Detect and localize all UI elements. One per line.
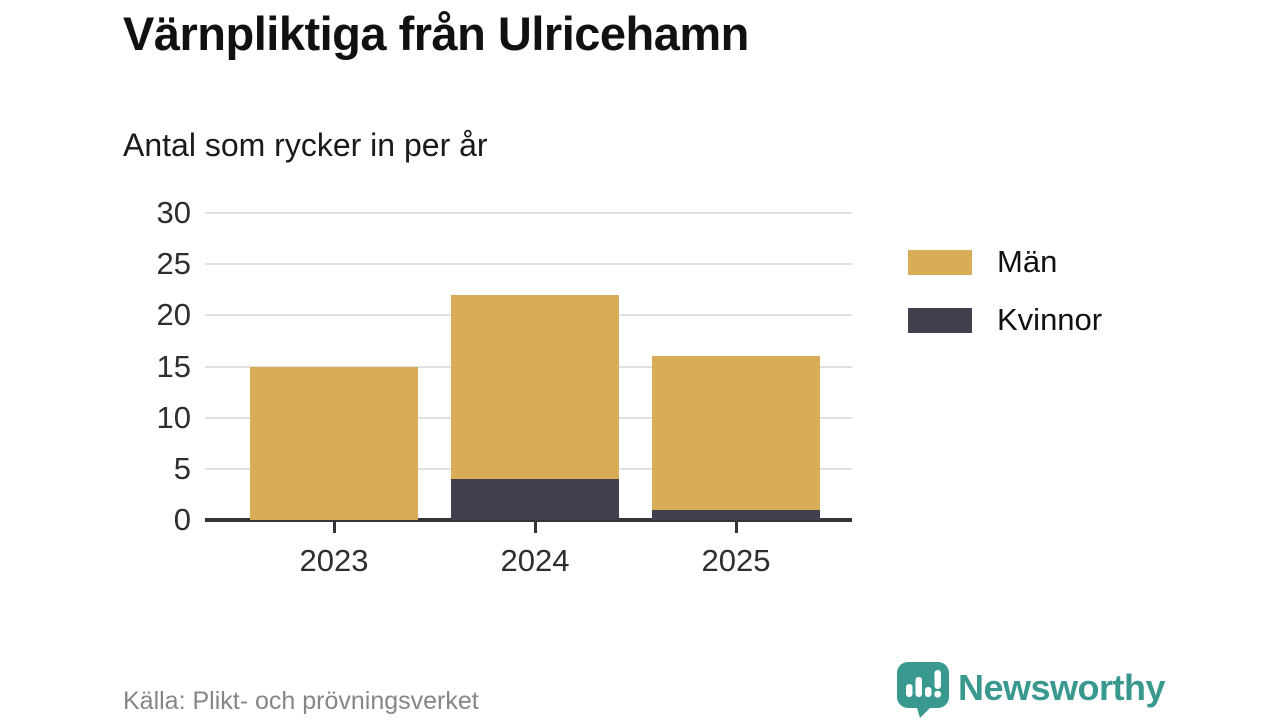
legend-swatch-kvinnor — [908, 307, 972, 333]
legend-swatch-män — [908, 249, 972, 275]
newsworthy-logo: Newsworthy — [896, 661, 1166, 719]
gridline-25 — [205, 263, 852, 266]
legend: Män Kvinnor — [908, 244, 1102, 360]
chart-title: Värnpliktiga från Ulricehamn — [123, 7, 749, 60]
x-axis-tick-2025 — [734, 522, 738, 533]
gridline-30 — [205, 212, 852, 214]
bar-segment-kvinnor-2024 — [451, 479, 619, 520]
x-axis-tick-2023 — [332, 522, 336, 533]
x-axis-tick-2024 — [533, 522, 537, 533]
y-tick-label-0: 0 — [173, 502, 191, 537]
y-tick-label-15: 15 — [156, 348, 191, 384]
source-note: Källa: Plikt- och prövningsverket — [123, 687, 479, 715]
x-tick-label-2023: 2023 — [299, 543, 369, 578]
brand-name: Newsworthy — [958, 667, 1166, 708]
bar-segment-män-2025 — [652, 356, 820, 510]
x-tick-label-2024: 2024 — [500, 543, 570, 578]
y-tick-label-25: 25 — [156, 246, 191, 282]
chart-subtitle: Antal som rycker in per år — [123, 127, 488, 163]
legend-label-män: Män — [997, 244, 1058, 279]
y-tick-label-10: 10 — [156, 399, 191, 435]
y-tick-label-30: 30 — [156, 195, 191, 230]
y-tick-label-5: 5 — [173, 450, 191, 486]
bar-segment-män-2024 — [451, 294, 619, 480]
bar-segment-män-2023 — [250, 366, 418, 520]
plot-area: 0 5 10 15 20 25 30 2023 2024 2025 — [157, 195, 852, 578]
bar-segment-kvinnor-2025 — [652, 509, 820, 520]
legend-label-kvinnor: Kvinnor — [997, 302, 1103, 337]
x-axis-line — [205, 518, 852, 522]
legend-item-män: Män — [908, 244, 1102, 280]
x-tick-label-2025: 2025 — [701, 543, 771, 578]
y-tick-label-20: 20 — [156, 297, 191, 333]
newsworthy-speech-bubble-icon — [897, 662, 949, 718]
legend-item-kvinnor: Kvinnor — [908, 302, 1102, 338]
